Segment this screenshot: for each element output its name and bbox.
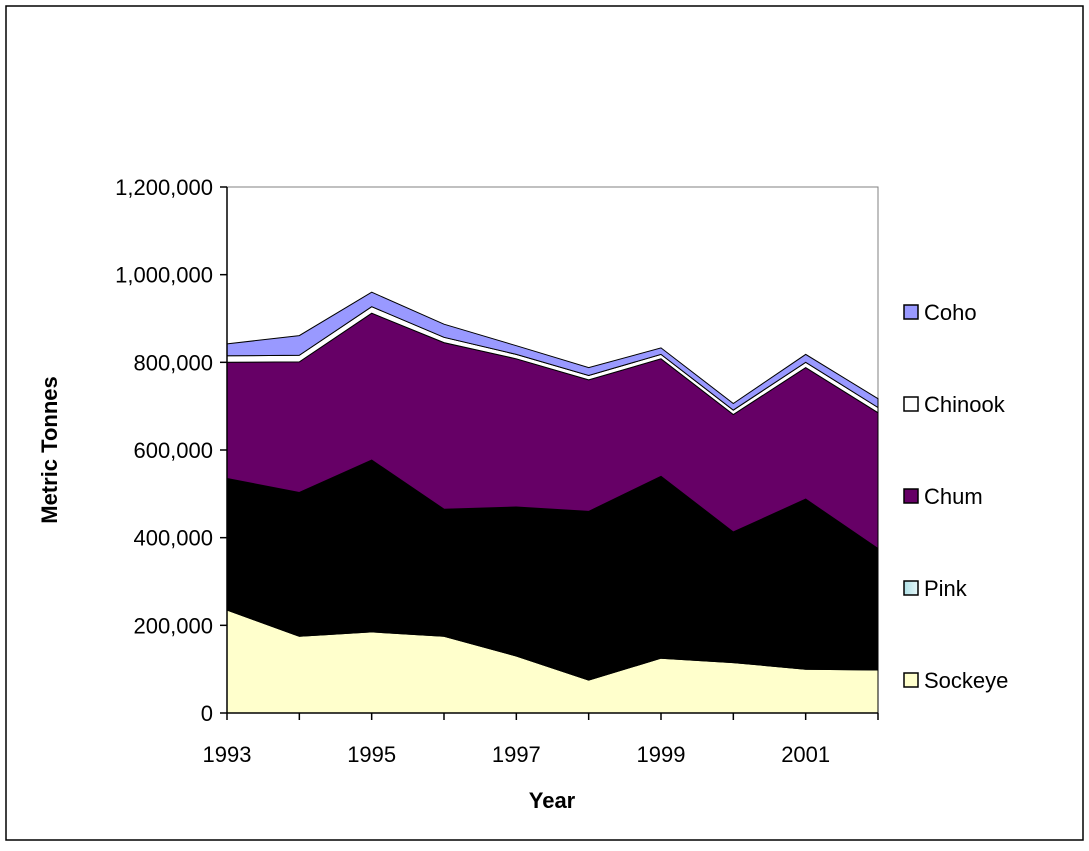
y-tick-label: 400,000 [133,526,213,551]
y-tick-label: 1,000,000 [115,263,213,288]
legend: Coho Chinook Chum Pink Sockeye [903,300,1008,693]
y-tick-label: 800,000 [133,350,213,375]
legend-swatch-coho [903,304,919,320]
y-axis-ticks: 0 200,000 400,000 600,000 800,000 1,000,000 1,… [115,175,227,726]
legend-label-chum: Chum [924,484,983,509]
legend-label-sockeye: Sockeye [924,668,1008,693]
x-tick-label: 2001 [781,742,830,767]
y-tick-label: 1,200,000 [115,175,213,200]
legend-label-chinook: Chinook [924,392,1006,417]
x-axis-ticks: 1993 1995 1997 1999 2001 [203,713,879,767]
y-tick-label: 0 [201,701,213,726]
y-tick-label: 200,000 [133,613,213,638]
y-axis-title: Metric Tonnes [37,376,62,524]
x-tick-label: 1995 [347,742,396,767]
area-coho [226,291,879,411]
legend-swatch-chinook [903,396,919,412]
legend-label-pink: Pink [924,576,968,601]
legend-swatch-chum [903,488,919,504]
legend-label-coho: Coho [924,300,977,325]
y-tick-label: 600,000 [133,438,213,463]
legend-swatch-sockeye [903,672,919,688]
legend-swatch-pink [903,580,919,596]
x-tick-label: 1993 [203,742,252,767]
x-tick-label: 1999 [637,742,686,767]
x-tick-label: 1997 [492,742,541,767]
x-axis-title: Year [529,788,576,813]
area-layers [226,291,879,714]
